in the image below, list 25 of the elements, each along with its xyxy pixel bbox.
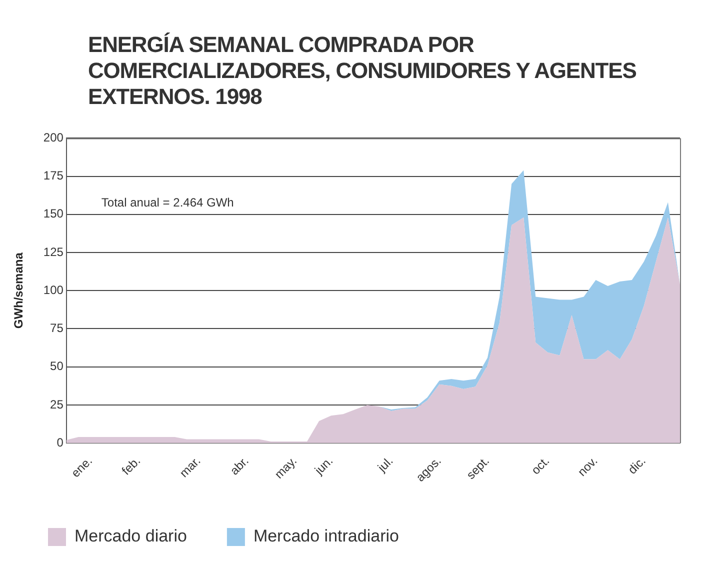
y-tick-label: 200 [43,130,64,145]
x-tick-label: jun. [311,454,336,478]
x-tick-label: abr. [227,454,252,478]
y-tick-label: 75 [50,321,64,336]
y-tick-label: 100 [43,282,64,297]
x-tick-label: sept. [464,454,492,482]
chart-title: ENERGÍA SEMANAL COMPRADA POR COMERCIALIZADORES, CONSUMIDORES Y AGENTES EXTERNOS. 1998 [88,31,638,111]
legend-label: Mercado diario [74,526,187,546]
y-tick-label: 175 [43,168,64,183]
y-axis-title: GWh/semana [12,252,26,329]
x-tick-label: ene. [68,454,95,480]
x-tick-label: mar. [176,454,204,480]
y-tick-label: 25 [50,397,64,412]
x-tick-label: jul. [374,454,396,476]
annotation: Total anual = 2.464 GWh [101,196,234,210]
x-tick-label: may. [272,454,300,482]
y-tick-label: 0 [56,435,64,450]
y-tick-label: 150 [43,206,64,221]
y-tick-label: 50 [50,359,64,374]
x-tick-label: nov. [574,454,600,480]
legend-label: Mercado intradiario [253,526,399,546]
x-tick-label: dic. [625,454,648,477]
y-tick-label: 125 [43,244,64,259]
x-tick-label: feb. [119,454,144,478]
x-tick-label: oct. [528,454,552,478]
